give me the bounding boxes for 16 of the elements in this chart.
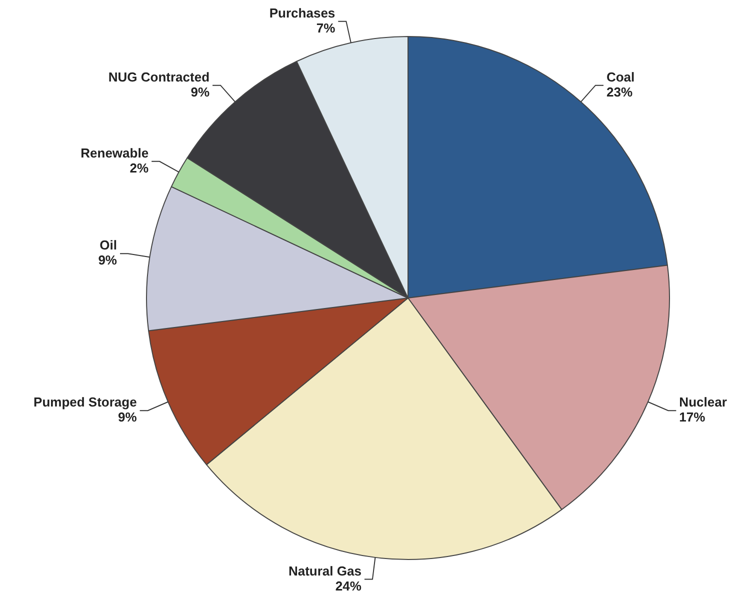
slice-label: Nuclear bbox=[679, 394, 727, 410]
slice-label: Natural Gas bbox=[288, 563, 362, 578]
slice-label: Purchases bbox=[269, 5, 336, 20]
slice-label: Pumped Storage bbox=[34, 394, 137, 410]
data-label: 17% bbox=[679, 410, 706, 425]
slice-label: Renewable bbox=[80, 146, 149, 160]
slice-label: NUG Contracted bbox=[108, 69, 210, 84]
slice-label: Coal bbox=[606, 69, 635, 84]
data-label: 9% bbox=[190, 84, 210, 100]
data-label: 7% bbox=[316, 20, 336, 36]
data-label: 24% bbox=[335, 578, 362, 594]
data-label: 23% bbox=[606, 84, 633, 100]
data-label: 2% bbox=[130, 160, 149, 176]
data-label: 9% bbox=[98, 252, 118, 268]
data-label: 9% bbox=[118, 410, 138, 425]
slice-label: Oil bbox=[100, 238, 117, 253]
